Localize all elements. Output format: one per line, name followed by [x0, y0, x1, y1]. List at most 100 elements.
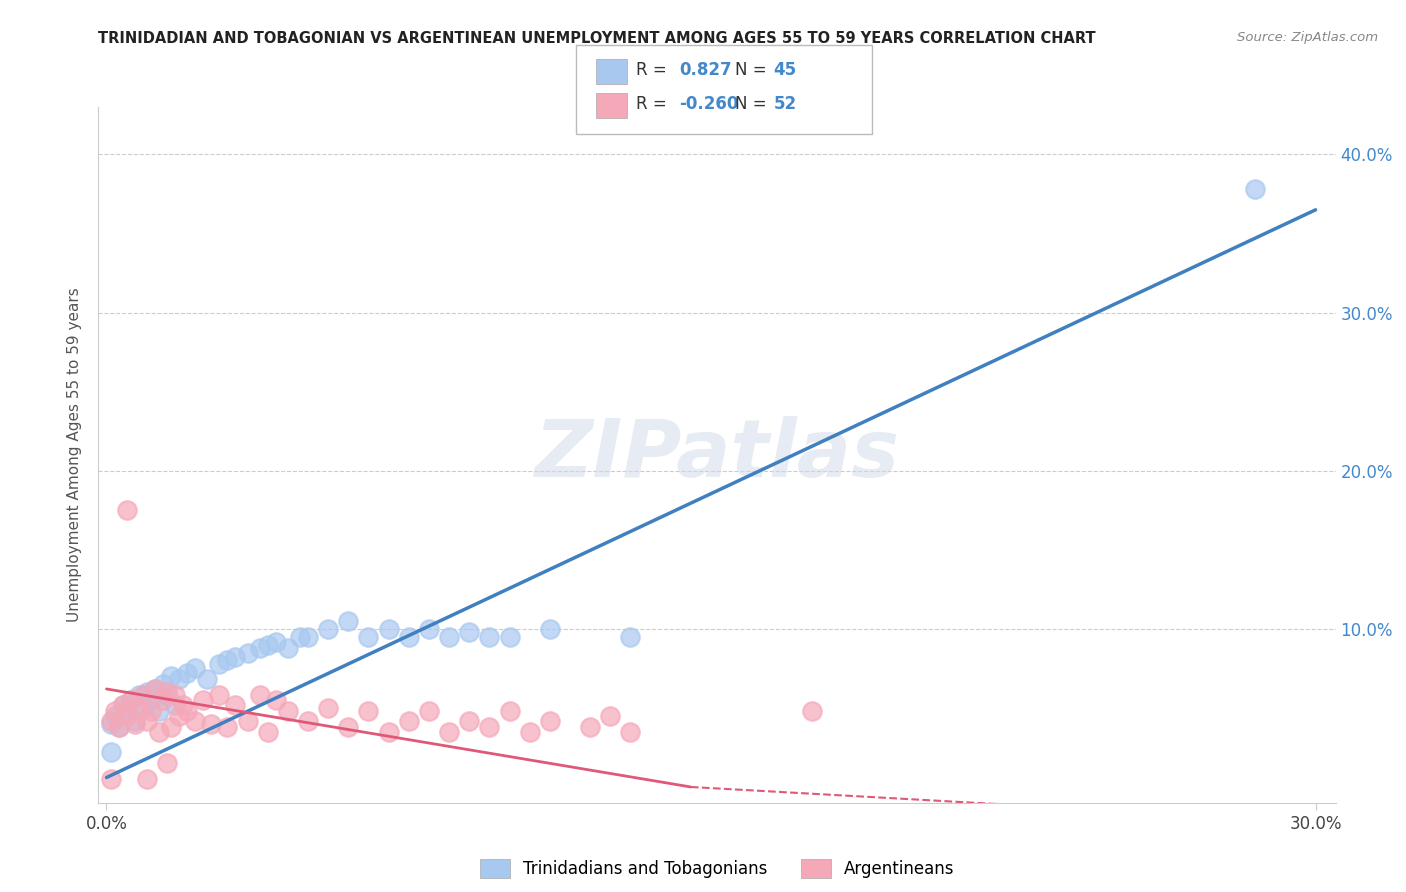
Point [538, 714, 561, 728]
Point [139, 693, 162, 707]
Point [184, 714, 207, 728]
Text: 0.827: 0.827 [679, 61, 731, 78]
Point [115, 704, 138, 718]
Point [277, 640, 299, 655]
Text: TRINIDADIAN AND TOBAGONIAN VS ARGENTINEAN UNEMPLOYMENT AMONG AGES 55 TO 59 YEARS: TRINIDADIAN AND TOBAGONIAN VS ARGENTINEA… [98, 31, 1097, 46]
Point [176, 704, 198, 718]
Point [224, 650, 246, 665]
Point [132, 688, 155, 702]
Text: Source: ZipAtlas.com: Source: ZipAtlas.com [1237, 31, 1378, 45]
Point [152, 693, 174, 707]
Point [236, 646, 259, 660]
Point [176, 666, 198, 681]
Point [132, 701, 155, 715]
Point [437, 724, 460, 739]
Point [236, 714, 259, 728]
Point [337, 720, 360, 734]
Point [100, 714, 122, 728]
Point [208, 688, 231, 702]
Point [288, 630, 311, 644]
Point [103, 708, 125, 723]
Point [437, 630, 460, 644]
Point [208, 657, 231, 671]
Point [619, 724, 641, 739]
Point [148, 724, 170, 739]
Point [519, 724, 541, 739]
Text: R =: R = [636, 95, 672, 113]
Text: -0.260: -0.260 [679, 95, 738, 113]
Point [167, 673, 190, 687]
Legend: Trinidadians and Tobagonians, Argentineans: Trinidadians and Tobagonians, Argentinea… [472, 853, 962, 885]
Point [111, 698, 134, 712]
Point [357, 704, 380, 718]
Point [256, 724, 278, 739]
Point [478, 630, 501, 644]
Point [377, 622, 399, 636]
Point [100, 745, 122, 759]
Point [800, 704, 823, 718]
Point [148, 704, 170, 718]
Point [224, 698, 246, 712]
Point [256, 638, 278, 652]
Point [107, 720, 129, 734]
Point [249, 640, 271, 655]
Text: 45: 45 [773, 61, 796, 78]
Point [163, 688, 186, 702]
Point [195, 673, 218, 687]
Point [316, 701, 339, 715]
Point [128, 701, 150, 715]
Point [128, 688, 150, 702]
Point [167, 708, 190, 723]
Point [398, 714, 420, 728]
Point [135, 714, 157, 728]
Point [139, 704, 162, 718]
Point [418, 622, 440, 636]
Point [458, 625, 481, 640]
Point [156, 685, 179, 699]
Point [619, 630, 641, 644]
Point [599, 708, 621, 723]
Point [100, 716, 122, 731]
Point [163, 698, 186, 712]
Point [124, 714, 146, 728]
Point [156, 688, 179, 702]
Text: ZIPatlas: ZIPatlas [534, 416, 900, 494]
Point [143, 681, 166, 696]
Point [135, 772, 157, 786]
Point [337, 614, 360, 628]
Point [160, 669, 183, 683]
Y-axis label: Unemployment Among Ages 55 to 59 years: Unemployment Among Ages 55 to 59 years [67, 287, 83, 623]
Point [143, 681, 166, 696]
Point [152, 677, 174, 691]
Point [217, 653, 239, 667]
Point [160, 720, 183, 734]
Point [498, 630, 520, 644]
Point [120, 693, 142, 707]
Point [357, 630, 380, 644]
Point [135, 685, 157, 699]
Text: N =: N = [735, 61, 766, 78]
Point [103, 704, 125, 718]
Point [217, 720, 239, 734]
Point [249, 688, 271, 702]
Point [100, 772, 122, 786]
Point [297, 630, 319, 644]
Text: R =: R = [636, 61, 672, 78]
Point [498, 704, 520, 718]
Point [398, 630, 420, 644]
Point [264, 634, 287, 648]
Point [172, 698, 194, 712]
Text: 52: 52 [773, 95, 796, 113]
Point [124, 716, 146, 731]
Point [264, 693, 287, 707]
Text: N =: N = [735, 95, 766, 113]
Point [115, 708, 138, 723]
Point [111, 698, 134, 712]
Point [478, 720, 501, 734]
Point [277, 704, 299, 718]
Point [200, 716, 222, 731]
Point [184, 661, 207, 675]
Point [418, 704, 440, 718]
Point [377, 724, 399, 739]
Point [115, 503, 138, 517]
